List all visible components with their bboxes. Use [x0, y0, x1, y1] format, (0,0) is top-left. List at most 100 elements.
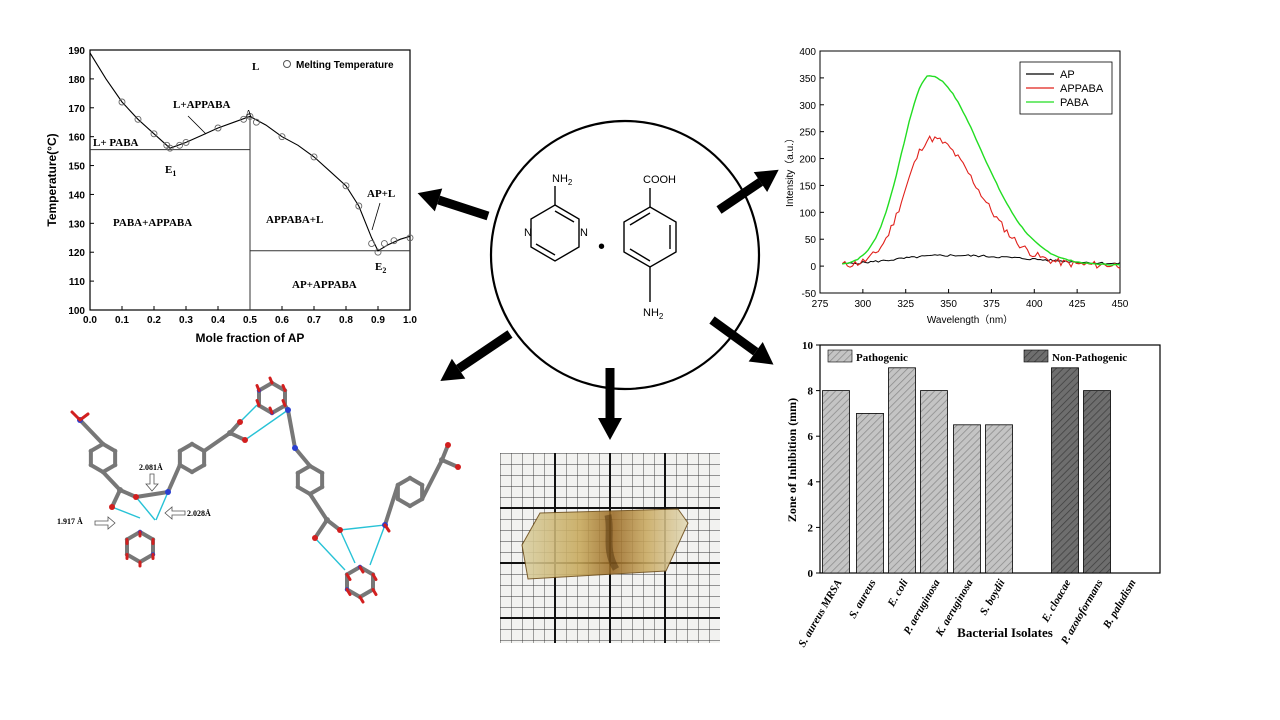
- pl-ytick-label: 150: [799, 181, 816, 192]
- hydrogen-bond: [339, 529, 356, 564]
- crystal-bond: [308, 492, 329, 522]
- crystal-atom: [419, 496, 425, 502]
- crystal-inclusion: [604, 514, 620, 571]
- phase-ytick-label: 170: [68, 104, 85, 115]
- bar: [856, 413, 884, 574]
- pl-ytick-label: 200: [799, 155, 816, 166]
- phase-ylabel: Temperature(°C): [45, 133, 59, 226]
- distance-label-3: 1.917 Å: [57, 517, 83, 526]
- crystal-bond: [166, 463, 182, 494]
- region-PABA-APPABA: PABA+APPABA: [113, 217, 192, 229]
- region-L: L: [252, 61, 259, 73]
- pl-spectrum: -50 0 50 100 150 200 250 300 350 400 275 300 325 350…: [784, 47, 1129, 326]
- hydrogen-bond: [155, 491, 169, 521]
- distance-label-2: 2.028Å: [187, 509, 211, 518]
- pl-ytick-label: 350: [799, 74, 816, 85]
- crystal-h-atom: [78, 412, 90, 422]
- crystal-bond: [345, 565, 362, 577]
- crystal-h-atom: [255, 399, 261, 407]
- pl-xlabel: Wavelength（nm）: [927, 314, 1013, 326]
- phase-ytick-label: 160: [68, 133, 85, 144]
- phase-data-point: [166, 144, 174, 152]
- pyrimidine-ring: [530, 186, 580, 262]
- bar: [985, 424, 1013, 574]
- phase-data-point: [118, 98, 126, 106]
- arrow-left: [417, 188, 490, 221]
- crystal-atom: [109, 504, 115, 510]
- crystal-atom: [189, 441, 195, 447]
- phase-ytick-label: 150: [68, 162, 85, 173]
- molecule-circle: [489, 119, 761, 391]
- pl-legend-box: [1019, 61, 1113, 115]
- pl-ytick-label: 400: [799, 47, 816, 58]
- ring-n-left: N: [524, 227, 532, 239]
- bar-ytick-label: 10: [802, 340, 814, 352]
- arrow-upper-right: [716, 169, 779, 214]
- crystal-h-atom: [345, 573, 352, 581]
- crystal-atom: [292, 445, 298, 451]
- phase-xtick-label: 0.6: [275, 315, 289, 326]
- legend-appaba: APPABA: [1060, 83, 1104, 95]
- phase-ytick-label: 130: [68, 219, 85, 230]
- region-arrow: [187, 115, 207, 135]
- crystal-atom: [407, 503, 413, 509]
- legend-nonpathogenic-swatch: [1023, 349, 1049, 363]
- bar: [822, 390, 850, 574]
- crystal-atom: [112, 462, 118, 468]
- crystal-bond: [101, 463, 118, 474]
- phase-data-point: [368, 240, 376, 248]
- pl-ytick-label: 50: [805, 235, 817, 246]
- crystal-atom: [407, 475, 413, 481]
- pl-xtick-label: 350: [940, 299, 957, 310]
- crystal-atom: [133, 494, 139, 500]
- phase-xtick-label: 0.3: [179, 315, 193, 326]
- crystal-atom: [237, 419, 243, 425]
- arrow-lower-left: [440, 330, 513, 381]
- phase-xtick-label: 0.8: [339, 315, 353, 326]
- distance-arrow-2: [164, 506, 186, 520]
- pl-xtick-label: 375: [983, 299, 1000, 310]
- phase-ytick-label: 190: [68, 46, 85, 57]
- crystal-h-atom: [358, 595, 365, 604]
- crystal-bond: [101, 442, 118, 453]
- legend-pathogenic-swatch: [827, 349, 853, 363]
- crystal-bond: [358, 587, 375, 599]
- liquidus-curve: [89, 52, 411, 252]
- crystal-atom: [177, 462, 183, 468]
- crystal-bond: [125, 530, 142, 542]
- series-PABA: [842, 75, 1121, 266]
- distance-arrow-1: [145, 473, 159, 492]
- bar-ylabel: Zone of Inhibition (mm): [785, 398, 799, 522]
- crystal-structure: 2.081Å 2.028Å 1.917 Å: [57, 376, 461, 604]
- crystal-bond: [270, 381, 287, 393]
- crystal-bond: [383, 483, 400, 527]
- crystal-bond: [313, 518, 329, 540]
- ring-n-right: N: [580, 227, 588, 239]
- pl-xtick-label: 450: [1112, 299, 1129, 310]
- hydrogen-bond: [111, 506, 141, 519]
- arrow-lower-right: [709, 316, 774, 365]
- crystal-atom: [445, 442, 451, 448]
- crystal-atom: [312, 535, 318, 541]
- crystal-atom: [285, 407, 291, 413]
- crystal-sample: [521, 508, 689, 580]
- crystal-bond: [257, 381, 274, 393]
- crystal-atom: [189, 469, 195, 475]
- bar: [1051, 367, 1079, 574]
- bar-category-label: E. coli: [885, 577, 911, 610]
- legend-pathogenic: Pathogenic: [856, 352, 908, 364]
- phase-xtick-label: 0.9: [371, 315, 385, 326]
- pl-ytick-label: 0: [810, 262, 816, 273]
- bar: [953, 424, 981, 574]
- bar: [920, 390, 948, 574]
- bar-ytick-label: 0: [808, 568, 814, 580]
- amine-label-bottom: NH2: [643, 307, 664, 321]
- bar-category-label: S. boydii: [978, 577, 1008, 618]
- crystal-bond: [395, 476, 412, 487]
- crystal-atom: [88, 448, 94, 454]
- pl-xtick-label: 325: [897, 299, 914, 310]
- crystal-atom: [455, 464, 461, 470]
- center-molecule: NH2 N N • COOH NH2: [489, 119, 761, 391]
- crystal-atom: [439, 457, 445, 463]
- phase-ytick-label: 100: [68, 306, 85, 317]
